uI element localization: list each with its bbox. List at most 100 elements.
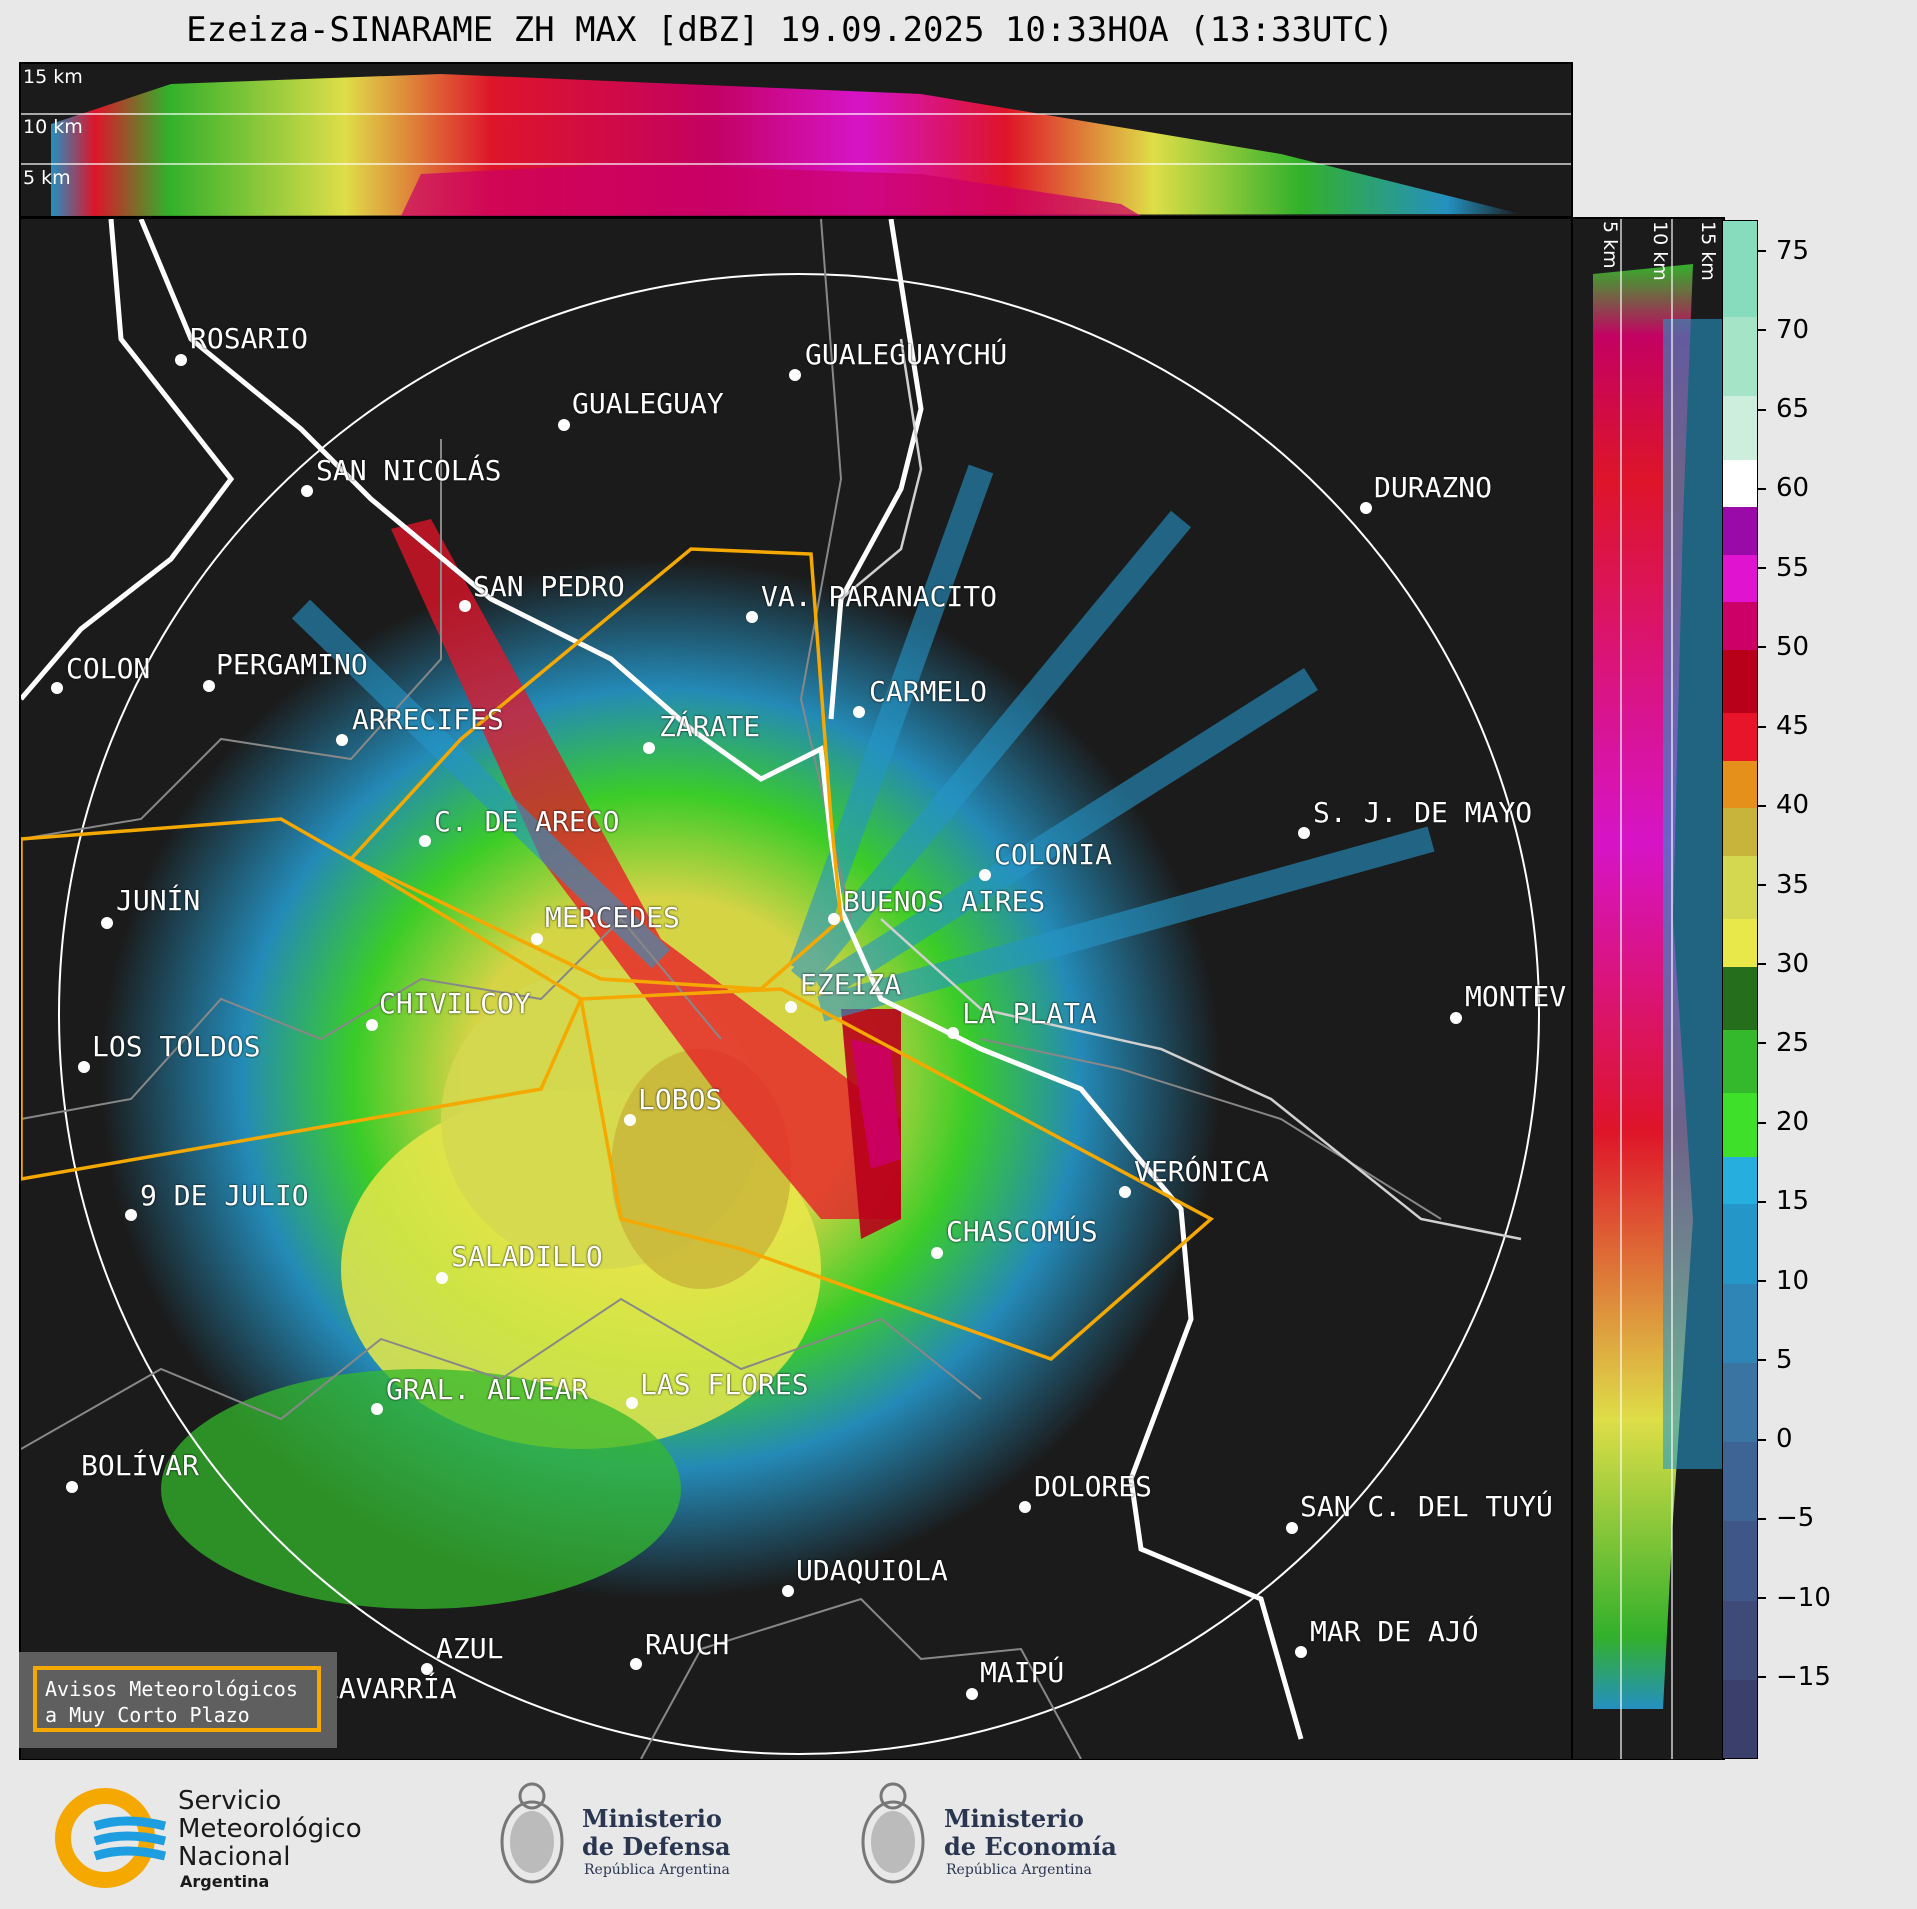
city-dot xyxy=(1019,1501,1031,1513)
chart-title: Ezeiza-SINARAME ZH MAX [dBZ] 19.09.2025 … xyxy=(186,10,1394,50)
city-dot xyxy=(1286,1522,1298,1534)
colorbar-segment xyxy=(1723,506,1757,555)
colorbar-segment xyxy=(1723,1282,1757,1363)
colorbar-segment xyxy=(1723,601,1757,650)
city-dot xyxy=(785,1001,797,1013)
colorbar-segment xyxy=(1723,1441,1757,1522)
city-label: CHIVILCOY xyxy=(379,987,531,1020)
city-label: SALADILLO xyxy=(451,1240,603,1273)
city-dot xyxy=(828,913,840,925)
colorbar-tick-label: −15 xyxy=(1758,1662,1831,1692)
city-label: AZUL xyxy=(436,1632,504,1665)
city-label: 9 DE JULIO xyxy=(140,1179,309,1212)
city-label: LA PLATA xyxy=(962,997,1097,1030)
city-label: RAUCH xyxy=(645,1628,730,1661)
city-dot xyxy=(336,734,348,746)
city-label: BUENOS AIRES xyxy=(843,885,1046,918)
defensa-coat-of-arms-icon xyxy=(500,1782,564,1884)
colorbar-segment xyxy=(1723,965,1757,1031)
city-dot xyxy=(966,1688,978,1700)
warning-polygons xyxy=(21,547,1215,1361)
city-label: COLONIA xyxy=(994,838,1113,871)
economia-coat-of-arms-icon xyxy=(861,1782,925,1884)
colorbar-tick-label: 30 xyxy=(1758,949,1809,979)
colorbar-segment xyxy=(1723,807,1757,856)
colorbar-segment xyxy=(1723,759,1757,809)
city-label: VA. PARANACITO xyxy=(761,580,998,613)
city-label: COLON xyxy=(66,652,151,685)
city-label: SAN PEDRO xyxy=(473,570,625,603)
city-label: BOLÍVAR xyxy=(81,1449,200,1482)
city-label: MAIPÚ xyxy=(980,1656,1065,1689)
dbz-colorbar xyxy=(1722,220,1758,1759)
city-dot xyxy=(979,869,991,881)
colorbar-tick-label: 40 xyxy=(1758,790,1809,820)
smn-logo-icon xyxy=(55,1788,167,1888)
city-dot xyxy=(51,682,63,694)
city-label: DURAZNO xyxy=(1374,471,1493,504)
city-dot xyxy=(1295,1646,1307,1658)
colorbar-tick-label: 55 xyxy=(1758,553,1809,583)
height-label-15km: 15 km xyxy=(23,66,83,88)
city-label: EZEIZA xyxy=(800,968,902,1001)
economia-line-1: Ministerio xyxy=(944,1804,1084,1833)
colorbar-segment xyxy=(1723,1678,1757,1758)
height-label-10km: 10 km xyxy=(23,116,83,138)
city-dot xyxy=(643,742,655,754)
city-dot xyxy=(421,1663,433,1675)
colorbar-segment xyxy=(1723,1599,1757,1680)
city-dot xyxy=(630,1658,642,1670)
city-dot xyxy=(931,1247,943,1259)
colorbar-tick-label: 70 xyxy=(1758,315,1809,345)
height-label-5km: 5 km xyxy=(23,167,71,189)
city-label: VERÓNICA xyxy=(1134,1155,1269,1188)
footer: Servicio Meteorológico Nacional Argentin… xyxy=(0,1760,1917,1909)
defensa-line-1: Ministerio xyxy=(582,1804,722,1833)
legend-line-1: Avisos Meteorológicos xyxy=(45,1677,298,1701)
range-ring xyxy=(58,273,1540,1755)
city-dot xyxy=(1450,1012,1462,1024)
city-label: ARRECIFES xyxy=(352,703,504,736)
colorbar-segment xyxy=(1723,458,1757,508)
city-label: GUALEGUAYCHÚ xyxy=(805,338,1008,371)
colorbar-tick-label: 50 xyxy=(1758,632,1809,662)
colorbar-segment xyxy=(1723,648,1757,714)
economia-sub: República Argentina xyxy=(946,1862,1092,1878)
colorbar-segment xyxy=(1723,221,1757,318)
colorbar-segment xyxy=(1723,854,1757,920)
squall-line xyxy=(391,519,901,1219)
economia-line-2: de Economía xyxy=(944,1832,1117,1861)
side-cross-section-echo xyxy=(1593,219,1723,1759)
colorbar-tick-label: 75 xyxy=(1758,236,1809,266)
warnings-legend-frame: Avisos Meteorológicos a Muy Corto Plazo xyxy=(33,1666,321,1732)
radar-map-layers xyxy=(21,219,1540,1759)
city-dot xyxy=(531,933,543,945)
colorbar-tick-label: 60 xyxy=(1758,473,1809,503)
city-label: MONTEV xyxy=(1465,980,1567,1013)
colorbar-tick-label: 15 xyxy=(1758,1186,1809,1216)
city-dot xyxy=(947,1027,959,1039)
colorbar-segment xyxy=(1723,1029,1757,1094)
city-label: CHASCOMÚS xyxy=(946,1215,1098,1248)
city-dot xyxy=(371,1403,383,1415)
coast-line-west xyxy=(21,219,235,701)
side-height-10km: 10 km xyxy=(1649,221,1671,281)
radar-map xyxy=(19,217,1573,1761)
city-label: ZÁRATE xyxy=(659,710,761,743)
city-dot xyxy=(366,1019,378,1031)
city-dot xyxy=(101,917,113,929)
city-label: MAR DE AJÓ xyxy=(1310,1615,1479,1648)
colorbar-segment xyxy=(1723,316,1757,397)
colorbar-tick-label: 0 xyxy=(1758,1424,1793,1454)
city-label: JUNÍN xyxy=(116,884,201,917)
colorbar-segment xyxy=(1723,918,1757,967)
city-dot xyxy=(78,1061,90,1073)
side-height-15km: 15 km xyxy=(1697,221,1719,281)
colorbar-segment xyxy=(1723,1203,1757,1284)
colorbar-tick-label: −5 xyxy=(1758,1503,1814,1533)
legend-line-2: a Muy Corto Plazo xyxy=(45,1703,250,1727)
city-dot xyxy=(624,1114,636,1126)
city-label: LOS TOLDOS xyxy=(92,1030,261,1063)
city-label: UDAQUIOLA xyxy=(796,1554,948,1587)
top-cross-section: 15 km 10 km 5 km xyxy=(19,62,1573,218)
